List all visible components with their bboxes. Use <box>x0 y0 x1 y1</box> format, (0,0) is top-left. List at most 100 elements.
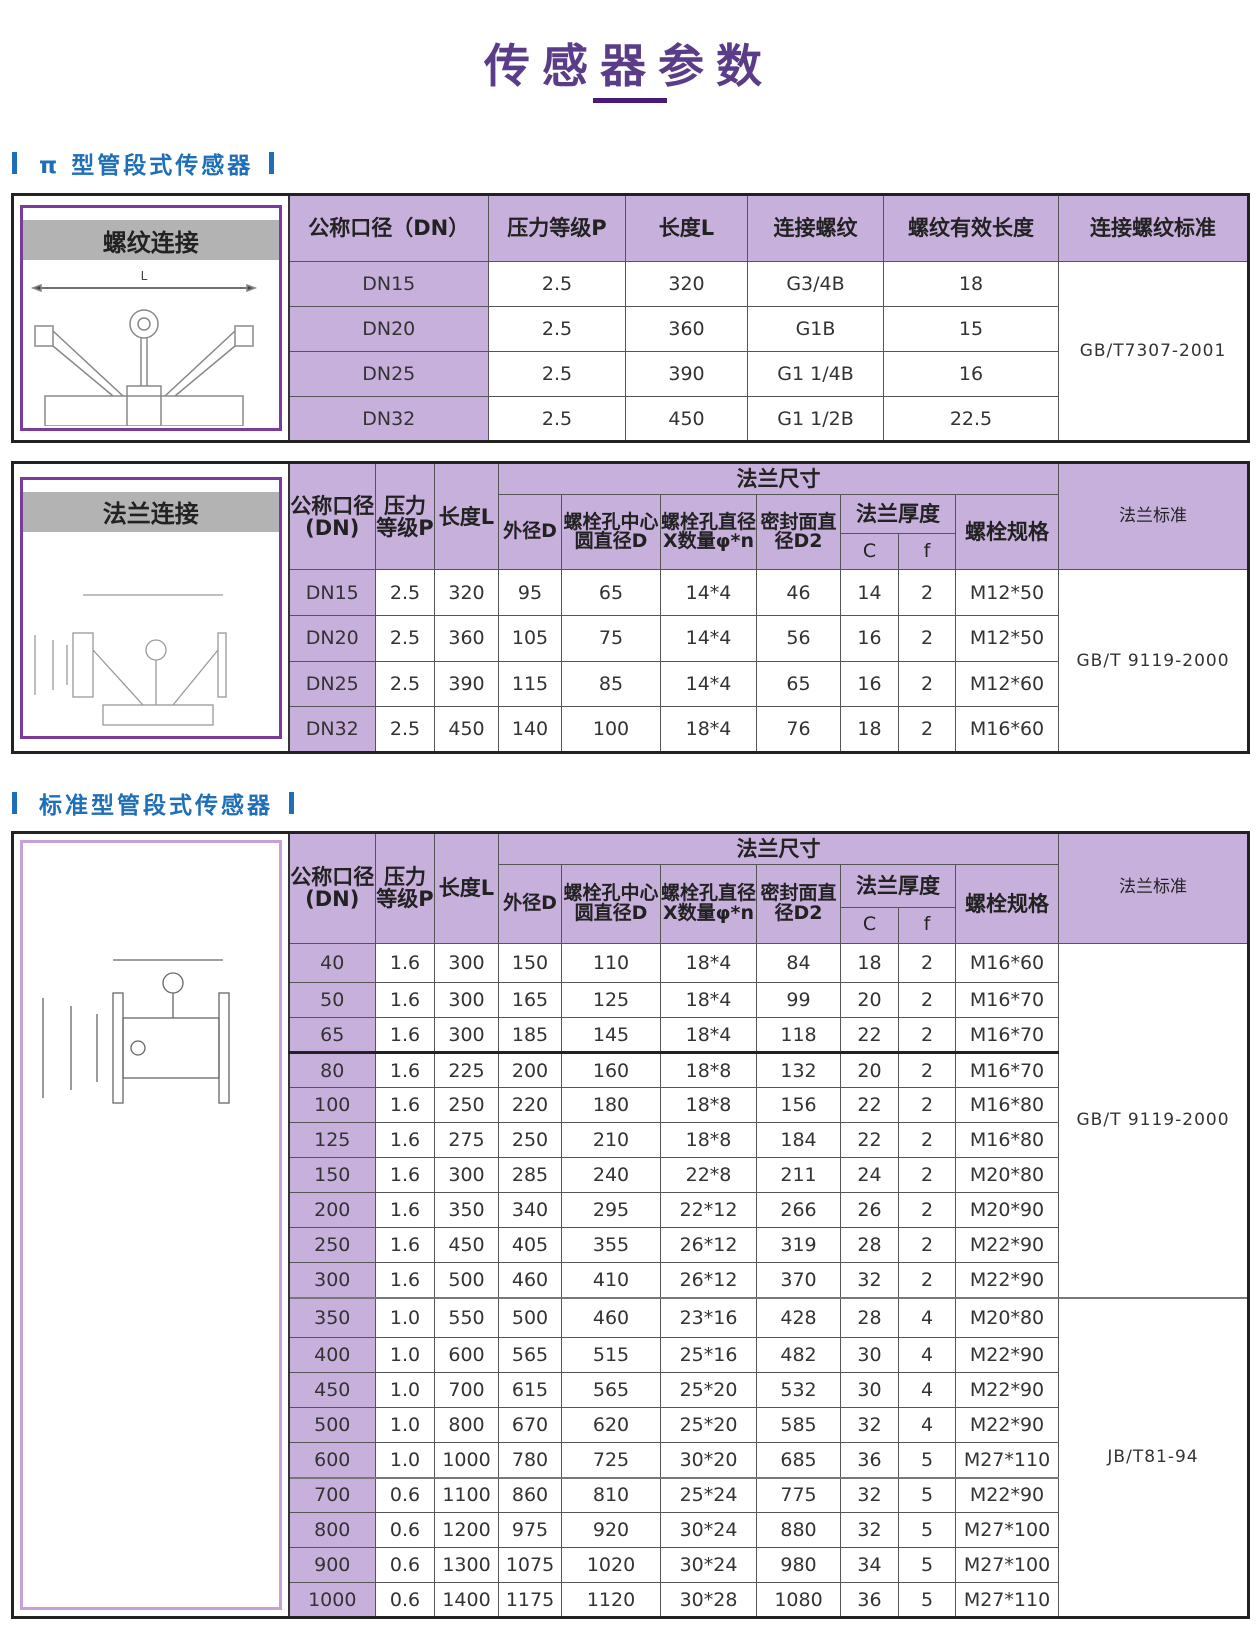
cell-bolt-hole: 14*4 <box>660 615 757 662</box>
cell-bolt-spec: M16*80 <box>954 1122 1060 1159</box>
table-row: 500 1.0 800 670 620 25*20 585 32 4 M22*90 <box>13 1407 1249 1443</box>
header-dn: 公称口径(DN) <box>288 461 376 571</box>
cell-thickness-f: 2 <box>898 942 956 984</box>
cell-outer-d: 150 <box>498 942 562 984</box>
cell-pressure: 0.6 <box>375 1547 435 1583</box>
cell-thread: G3/4B <box>747 261 884 307</box>
cell-bolt-circle-d: 725 <box>561 1442 661 1478</box>
cell-seal-d2: 980 <box>756 1547 841 1583</box>
cell-seal-d2: 775 <box>756 1476 841 1513</box>
cell-thickness-f: 5 <box>898 1512 956 1548</box>
cell-pressure: 1.0 <box>375 1407 435 1443</box>
cell-outer-d: 185 <box>498 1017 562 1054</box>
header-bolt-circle: 螺栓孔中心圆直径D <box>561 864 661 944</box>
cell-length: 300 <box>434 1157 499 1194</box>
cell-bolt-spec: M27*110 <box>954 1582 1060 1618</box>
cell-pressure: 1.6 <box>375 1017 435 1054</box>
cell-length: 1400 <box>434 1582 499 1618</box>
cell-bolt-spec: M12*60 <box>954 660 1060 708</box>
table-row: 50 1.6 300 165 125 18*4 99 20 2 M16*70 <box>13 982 1249 1019</box>
header-thickness: 法兰厚度 <box>840 494 956 534</box>
cell-pressure: 1.0 <box>375 1296 435 1338</box>
cell-dn: 80 <box>288 1051 376 1089</box>
cell-bolt-circle-d: 1020 <box>561 1547 661 1583</box>
cell-outer-d: 405 <box>498 1227 562 1264</box>
cell-outer-d: 860 <box>498 1476 562 1513</box>
cell-bolt-hole: 14*4 <box>660 569 757 617</box>
cell-bolt-hole: 18*4 <box>660 1017 757 1054</box>
cell-length: 390 <box>434 660 499 708</box>
cell-bolt-circle-d: 160 <box>561 1051 661 1089</box>
cell-dn: DN32 <box>288 396 489 442</box>
header-pressure: 压力等级P <box>375 461 435 571</box>
cell-thickness-c: 36 <box>840 1582 899 1618</box>
cell-bolt-hole: 25*16 <box>660 1337 757 1373</box>
table-row: 400 1.0 600 565 515 25*16 482 30 4 M22*90 <box>13 1337 1249 1373</box>
table-row: 40 1.6 300 150 110 18*4 84 18 2 M16*60 GB/T 9119-2… <box>13 942 1250 1299</box>
cell-bolt-spec: M22*90 <box>954 1407 1060 1443</box>
cell-seal-d2: 65 <box>756 660 841 708</box>
cell-seal-d2: 46 <box>756 569 841 617</box>
cell-pressure: 1.6 <box>375 1227 435 1264</box>
cell-seal-d2: 319 <box>756 1227 841 1264</box>
table-row: 125 1.6 275 250 210 18*8 184 22 2 M16*80 <box>13 1122 1249 1159</box>
header-pressure: 压力等级P <box>375 832 435 944</box>
cell-pressure: 1.6 <box>375 982 435 1019</box>
header-dn: 公称口径（DN） <box>288 194 489 262</box>
cell-pressure: 1.6 <box>375 942 435 984</box>
cell-bolt-spec: M22*90 <box>954 1372 1060 1408</box>
cell-dn: 1000 <box>288 1582 376 1618</box>
table-row: 900 0.6 1300 1075 1020 30*24 980 34 5 M27*100 <box>13 1547 1249 1583</box>
cell-bolt-spec: M20*90 <box>954 1192 1060 1229</box>
header-length: 长度L <box>434 461 499 571</box>
cell-seal-d2: 118 <box>756 1017 841 1054</box>
cell-pressure: 2.5 <box>375 660 435 708</box>
table-row: 65 1.6 300 185 145 18*4 118 22 2 M16*70 <box>13 1017 1249 1054</box>
standard-cell-jb: JB/T81-94 <box>1058 1296 1250 1618</box>
cell-seal-d2: 184 <box>756 1122 841 1159</box>
flange-standard-cell: GB/T 9119-2000 <box>1058 569 1250 753</box>
cell-pressure: 0.6 <box>375 1476 435 1513</box>
cell-bolt-circle-d: 810 <box>561 1476 661 1513</box>
cell-outer-d: 285 <box>498 1157 562 1194</box>
header-bolt-hole: 螺栓孔直径X数量φ*n <box>660 864 757 944</box>
header-seal-d2: 密封面直径D2 <box>756 864 841 944</box>
header-flange-size: 法兰尺寸 <box>497 461 1060 496</box>
cell-dn: 800 <box>288 1512 376 1548</box>
cell-bolt-spec: M22*90 <box>954 1337 1060 1373</box>
cell-thickness-c: 20 <box>840 982 899 1019</box>
flange-spec-table: 法兰连接 公称口径(DN) 压力等级P 长度L 法兰尺寸 法兰标准 外径D 螺栓孔中心圆直径D… <box>11 461 1251 754</box>
cell-thickness-c: 20 <box>840 1051 899 1089</box>
cell-seal-d2: 76 <box>756 706 841 753</box>
cell-pressure: 2.5 <box>488 261 626 307</box>
cell-length: 320 <box>625 261 748 307</box>
cell-bolt-spec: M22*90 <box>954 1227 1060 1264</box>
cell-dn: DN15 <box>288 261 489 307</box>
cell-seal-d2: 585 <box>756 1407 841 1443</box>
cell-length: 350 <box>434 1192 499 1229</box>
cell-seal-d2: 84 <box>756 942 841 984</box>
cell-thickness-f: 2 <box>898 1087 956 1124</box>
cell-pressure: 2.5 <box>488 351 626 397</box>
cell-bolt-hole: 18*4 <box>660 706 757 753</box>
cell-length: 1000 <box>434 1442 499 1478</box>
header-f: f <box>898 532 956 571</box>
cell-seal-d2: 370 <box>756 1262 841 1299</box>
cell-bolt-hole: 30*24 <box>660 1547 757 1583</box>
cell-outer-d: 250 <box>498 1122 562 1159</box>
cell-thickness-c: 16 <box>840 615 899 662</box>
cell-length: 600 <box>434 1337 499 1373</box>
pi-sensor-flange-diagram-icon <box>34 593 227 726</box>
cell-thickness-c: 32 <box>840 1407 899 1443</box>
cell-pressure: 2.5 <box>488 396 626 442</box>
cell-bolt-hole: 25*24 <box>660 1476 757 1513</box>
cell-pressure: 1.0 <box>375 1337 435 1373</box>
table-row: 600 1.0 1000 780 725 30*20 685 36 5 M27*110 <box>13 1442 1249 1478</box>
cell-bolt-hole: 30*20 <box>660 1442 757 1478</box>
cell-thickness-c: 36 <box>840 1442 899 1478</box>
cell-dn: 600 <box>288 1442 376 1478</box>
cell-dn: 65 <box>288 1017 376 1054</box>
cell-thickness-c: 34 <box>840 1547 899 1583</box>
cell-thread: G1B <box>747 306 884 352</box>
cell-thickness-f: 2 <box>898 1227 956 1264</box>
